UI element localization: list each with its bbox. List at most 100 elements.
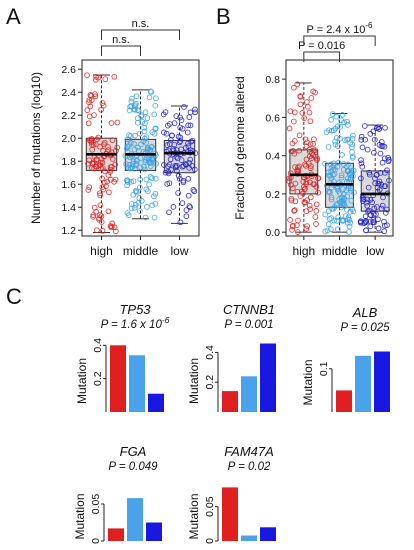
data-point	[304, 103, 311, 110]
data-point	[91, 112, 97, 118]
data-point	[137, 164, 144, 171]
data-point	[291, 208, 297, 214]
data-point	[149, 129, 156, 135]
box-low	[160, 104, 199, 226]
data-point	[361, 220, 367, 227]
data-point	[384, 167, 390, 174]
data-point	[152, 200, 159, 207]
data-point	[359, 144, 366, 151]
data-point	[165, 122, 171, 129]
data-point	[94, 227, 100, 234]
data-point	[333, 113, 340, 120]
data-point	[132, 132, 138, 139]
data-point	[347, 219, 354, 226]
data-point	[315, 189, 321, 196]
data-point	[333, 201, 340, 207]
data-point	[144, 145, 151, 151]
data-point	[171, 120, 178, 126]
data-point	[99, 159, 106, 166]
data-point	[349, 206, 356, 212]
p-value: P = 0.049	[108, 461, 158, 473]
category-label: low	[366, 244, 384, 258]
data-point	[107, 166, 114, 173]
data-point	[84, 72, 90, 79]
data-point	[129, 161, 136, 167]
data-point	[294, 229, 301, 235]
data-point	[100, 102, 107, 109]
data-point	[97, 202, 104, 208]
data-point	[291, 84, 297, 91]
data-point	[152, 102, 159, 109]
y-tick-label: 2.0	[61, 133, 76, 145]
data-point	[363, 227, 369, 234]
data-point	[306, 109, 313, 116]
data-point	[337, 124, 344, 130]
data-point	[325, 221, 332, 228]
data-point	[165, 163, 171, 170]
data-point	[288, 195, 295, 202]
data-point	[328, 226, 334, 233]
data-point	[89, 165, 95, 171]
data-point	[342, 137, 348, 143]
data-point	[302, 136, 309, 143]
bar-low	[260, 343, 276, 412]
p-value-main: P = 1.6 x 10	[101, 319, 163, 331]
data-point	[167, 156, 174, 163]
data-point	[311, 136, 317, 143]
data-point	[315, 175, 322, 182]
data-point	[375, 225, 382, 232]
data-point	[85, 120, 92, 127]
data-point	[192, 106, 198, 113]
data-point	[303, 179, 310, 186]
data-point	[173, 113, 180, 119]
data-point	[185, 175, 192, 182]
data-point	[382, 124, 388, 131]
data-point	[292, 180, 299, 187]
data-point	[141, 166, 148, 173]
data-point	[306, 153, 313, 160]
data-point	[346, 217, 353, 223]
data-point	[310, 88, 317, 95]
data-point	[329, 164, 335, 171]
data-point	[105, 172, 112, 178]
data-point	[307, 118, 314, 125]
data-point	[130, 158, 137, 165]
data-point	[128, 98, 135, 105]
y-tick-label: 0	[90, 538, 102, 544]
data-point	[147, 174, 154, 180]
data-point	[109, 137, 116, 144]
data-point	[295, 164, 301, 171]
data-point	[124, 210, 131, 216]
y-tick-label: 0.4	[204, 345, 216, 360]
data-point	[134, 107, 141, 113]
data-point	[108, 163, 115, 170]
data-point	[322, 211, 329, 218]
data-point	[367, 223, 374, 230]
data-point	[296, 147, 302, 154]
data-point	[97, 192, 103, 199]
data-point	[84, 107, 91, 113]
gene-title: ALB	[352, 305, 378, 320]
data-point	[108, 120, 115, 126]
data-point	[381, 143, 388, 150]
data-point	[175, 172, 182, 179]
data-point	[340, 201, 347, 208]
data-point	[92, 93, 99, 100]
data-point	[348, 187, 354, 194]
data-point	[300, 178, 307, 185]
data-point	[190, 187, 197, 193]
data-point	[364, 202, 371, 209]
data-point	[322, 228, 329, 235]
data-point	[370, 219, 377, 225]
data-point	[306, 202, 313, 209]
data-point	[322, 160, 328, 167]
data-point	[176, 139, 183, 146]
data-point	[304, 99, 310, 105]
data-point	[378, 205, 385, 212]
data-point	[349, 149, 355, 155]
data-point	[111, 178, 117, 185]
data-point	[88, 97, 95, 103]
data-point	[141, 128, 148, 135]
data-point	[330, 162, 337, 169]
bar-middle	[355, 355, 371, 412]
